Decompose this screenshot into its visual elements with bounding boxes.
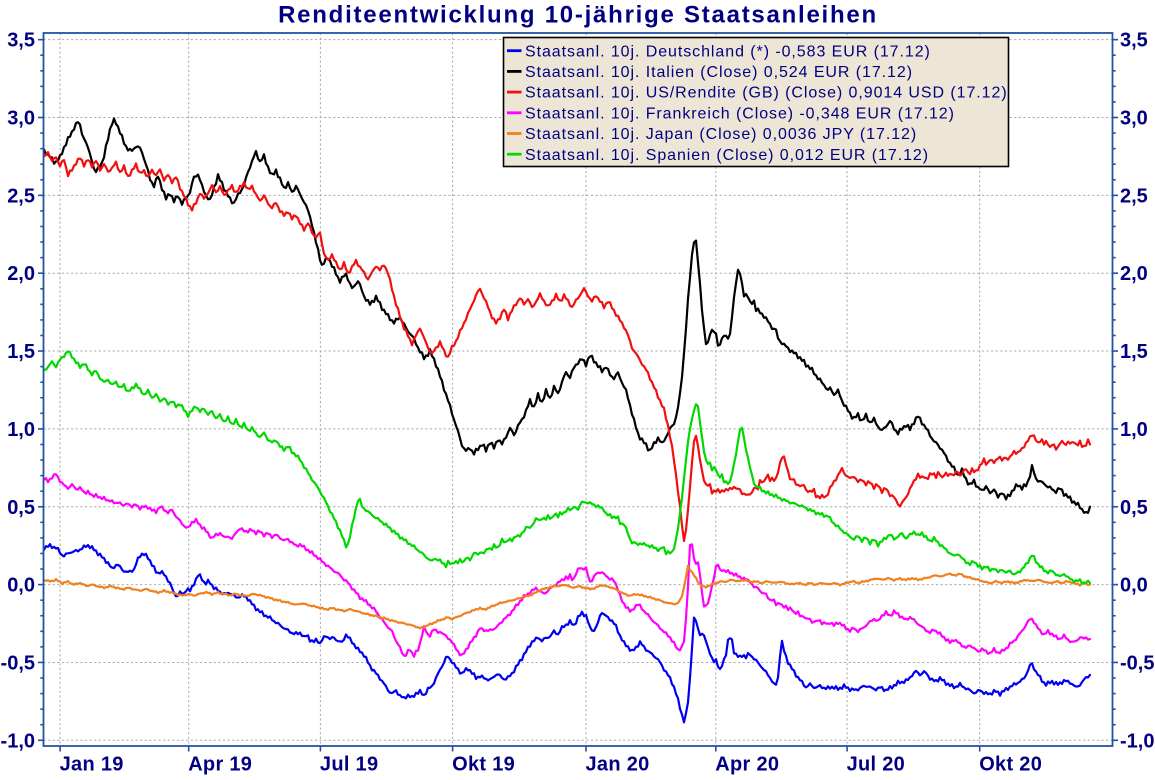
svg-text:Staatsanl. 10j. Deutschland (*: Staatsanl. 10j. Deutschland (*) -0,583 E… bbox=[525, 43, 931, 60]
svg-text:Okt 20: Okt 20 bbox=[979, 754, 1042, 776]
svg-text:1,0: 1,0 bbox=[1120, 419, 1148, 441]
svg-text:1,5: 1,5 bbox=[7, 341, 35, 363]
svg-text:2,5: 2,5 bbox=[1120, 185, 1148, 207]
svg-text:0,5: 0,5 bbox=[7, 497, 35, 519]
svg-text:0,0: 0,0 bbox=[7, 575, 35, 597]
svg-text:2,5: 2,5 bbox=[7, 185, 35, 207]
svg-text:Jan 19: Jan 19 bbox=[60, 754, 124, 776]
svg-text:-0,5: -0,5 bbox=[1, 653, 35, 675]
svg-text:1,5: 1,5 bbox=[1120, 341, 1148, 363]
svg-text:2,0: 2,0 bbox=[1120, 263, 1148, 285]
svg-text:Jul 20: Jul 20 bbox=[847, 754, 906, 776]
svg-text:Renditeentwicklung 10-jährige: Renditeentwicklung 10-jährige Staatsanle… bbox=[278, 2, 878, 29]
svg-text:3,5: 3,5 bbox=[1120, 30, 1148, 52]
svg-text:3,0: 3,0 bbox=[1120, 108, 1148, 130]
svg-text:Staatsanl. 10j. US/Rendite (GB: Staatsanl. 10j. US/Rendite (GB) (Close) … bbox=[525, 85, 1008, 102]
svg-text:1,0: 1,0 bbox=[7, 419, 35, 441]
svg-text:Staatsanl. 10j. Frankreich (Cl: Staatsanl. 10j. Frankreich (Close) -0,34… bbox=[525, 105, 955, 122]
svg-text:3,5: 3,5 bbox=[7, 30, 35, 52]
svg-text:-0,5: -0,5 bbox=[1120, 653, 1154, 675]
svg-text:3,0: 3,0 bbox=[7, 108, 35, 130]
svg-text:-1,0: -1,0 bbox=[1, 730, 35, 752]
svg-text:2,0: 2,0 bbox=[7, 263, 35, 285]
svg-text:-1,0: -1,0 bbox=[1120, 730, 1154, 752]
svg-text:Okt 19: Okt 19 bbox=[452, 754, 515, 776]
svg-text:Jul 19: Jul 19 bbox=[320, 754, 379, 776]
svg-text:0,5: 0,5 bbox=[1120, 497, 1148, 519]
svg-text:Staatsanl. 10j. Spanien (Close: Staatsanl. 10j. Spanien (Close) 0,012 EU… bbox=[525, 147, 929, 164]
svg-text:Staatsanl. 10j. Japan (Close): Staatsanl. 10j. Japan (Close) 0,0036 JPY… bbox=[525, 126, 917, 143]
svg-text:Jan 20: Jan 20 bbox=[586, 754, 650, 776]
svg-text:Apr 20: Apr 20 bbox=[715, 754, 779, 776]
svg-text:0,0: 0,0 bbox=[1120, 575, 1148, 597]
svg-text:Apr 19: Apr 19 bbox=[188, 754, 252, 776]
svg-text:Staatsanl. 10j. Italien (Close: Staatsanl. 10j. Italien (Close) 0,524 EU… bbox=[525, 64, 913, 81]
